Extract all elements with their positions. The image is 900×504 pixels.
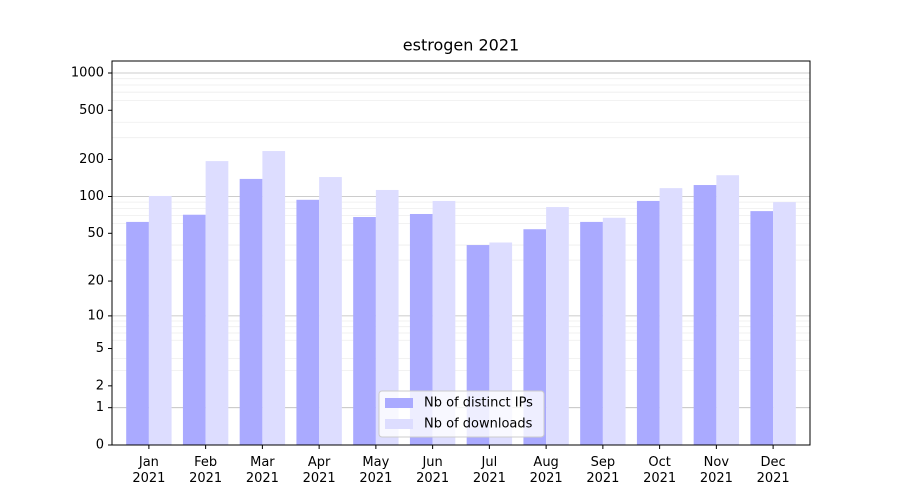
bar <box>262 151 286 445</box>
y-tick-label: 1 <box>96 400 104 415</box>
y-tick-label: 10 <box>87 308 104 323</box>
bar <box>182 214 206 445</box>
x-tick-label: Oct 2021 <box>643 455 676 486</box>
legend-swatch <box>385 419 413 429</box>
bar <box>409 213 433 445</box>
bar <box>716 175 740 445</box>
legend-label: Nb of distinct IPs <box>424 396 533 411</box>
y-tick-label: 100 <box>79 189 104 204</box>
x-tick-label: Dec 2021 <box>757 455 790 486</box>
y-tick-label: 500 <box>79 103 104 118</box>
x-tick-label: Jan 2021 <box>132 455 165 486</box>
bar <box>580 221 603 445</box>
x-tick-label: Jun 2021 <box>416 455 449 486</box>
bar <box>319 177 342 445</box>
bar <box>659 188 683 445</box>
bar <box>636 200 660 445</box>
x-tick-label: May 2021 <box>359 455 392 486</box>
x-tick-label: Mar 2021 <box>246 455 279 486</box>
x-tick-label: Jul 2021 <box>473 455 506 486</box>
y-tick-label: 1000 <box>71 66 104 81</box>
y-tick-label: 2 <box>96 378 104 393</box>
y-tick-label: 5 <box>96 341 104 356</box>
bar <box>126 221 149 445</box>
bar <box>546 207 569 445</box>
bar <box>353 217 376 445</box>
legend-swatch <box>385 398 413 408</box>
legend-box <box>378 390 545 438</box>
x-tick-label: Aug 2021 <box>530 455 563 486</box>
bar <box>375 189 399 445</box>
chart-title: estrogen 2021 <box>403 36 519 55</box>
y-tick-label: 20 <box>87 274 104 289</box>
y-tick-label: 200 <box>79 152 104 167</box>
bar <box>773 202 796 445</box>
bar <box>205 161 229 445</box>
bar <box>296 199 320 445</box>
bar <box>602 217 626 445</box>
x-tick-label: Nov 2021 <box>700 455 733 486</box>
x-tick-label: Apr 2021 <box>303 455 336 486</box>
bar <box>432 200 456 445</box>
bar <box>148 195 172 445</box>
legend-label: Nb of downloads <box>424 417 533 432</box>
bar <box>750 211 774 445</box>
x-tick-label: Sep 2021 <box>586 455 619 486</box>
y-tick-label: 50 <box>87 226 104 241</box>
y-tick-label: 0 <box>96 438 104 453</box>
axes-frame <box>111 60 811 446</box>
bar <box>239 178 263 445</box>
x-tick-label: Feb 2021 <box>189 455 222 486</box>
bar <box>693 185 717 445</box>
